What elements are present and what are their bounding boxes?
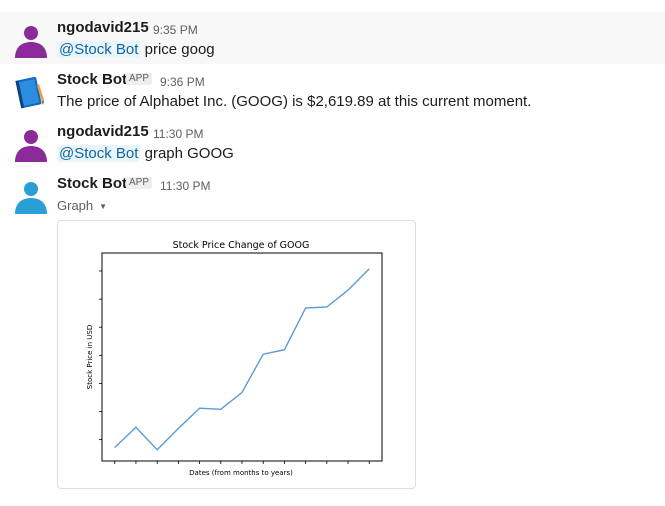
- timestamp[interactable]: 11:30 PM: [153, 127, 204, 141]
- message-3: ngodavid215 11:30 PM @Stock Bot graph GO…: [0, 116, 665, 168]
- app-badge: APP: [126, 73, 153, 85]
- user-avatar-icon[interactable]: [13, 178, 49, 214]
- plot-frame: [101, 252, 383, 462]
- chart-title: Stock Price Change of GOOG: [173, 240, 310, 251]
- mention-link[interactable]: @Stock Bot: [57, 145, 141, 162]
- message-body: price goog: [140, 41, 215, 58]
- username[interactable]: Stock Bot: [57, 175, 128, 192]
- message-body: graph GOOG: [140, 145, 234, 162]
- attachment-label: Graph: [57, 198, 94, 213]
- timestamp[interactable]: 11:30 PM: [160, 179, 211, 193]
- caret-down-icon: ▼: [99, 201, 108, 211]
- user-avatar-icon[interactable]: [13, 126, 49, 162]
- username[interactable]: Stock Bot: [57, 71, 128, 88]
- book-avatar-icon[interactable]: [13, 74, 49, 110]
- chart-attachment[interactable]: Stock Price Change of GOOG Stock Price i…: [57, 220, 416, 489]
- app-badge: APP: [126, 177, 153, 189]
- message-text: The price of Alphabet Inc. (GOOG) is $2,…: [57, 93, 532, 110]
- message-text: @Stock Bot graph GOOG: [57, 144, 234, 164]
- user-avatar-icon[interactable]: [13, 22, 49, 58]
- timestamp[interactable]: 9:36 PM: [160, 75, 205, 89]
- message-1: ngodavid215 9:35 PM @Stock Bot price goo…: [0, 12, 665, 64]
- y-axis-label: Stock Price in USD: [86, 325, 94, 389]
- attachment-toggle[interactable]: Graph ▼: [57, 198, 107, 215]
- x-axis-label: Dates (from months to years): [189, 469, 293, 477]
- series-line: [114, 268, 370, 451]
- username[interactable]: ngodavid215: [57, 123, 149, 140]
- timestamp[interactable]: 9:35 PM: [153, 23, 198, 37]
- message-4: Stock Bot APP 11:30 PM Graph ▼: [0, 168, 665, 498]
- username[interactable]: ngodavid215: [57, 19, 149, 36]
- message-2: Stock Bot APP 9:36 PM The price of Alpha…: [0, 64, 665, 116]
- mention-link[interactable]: @Stock Bot: [57, 41, 141, 58]
- message-text: @Stock Bot price goog: [57, 40, 215, 60]
- line-chart: Stock Price Change of GOOG Stock Price i…: [86, 240, 383, 477]
